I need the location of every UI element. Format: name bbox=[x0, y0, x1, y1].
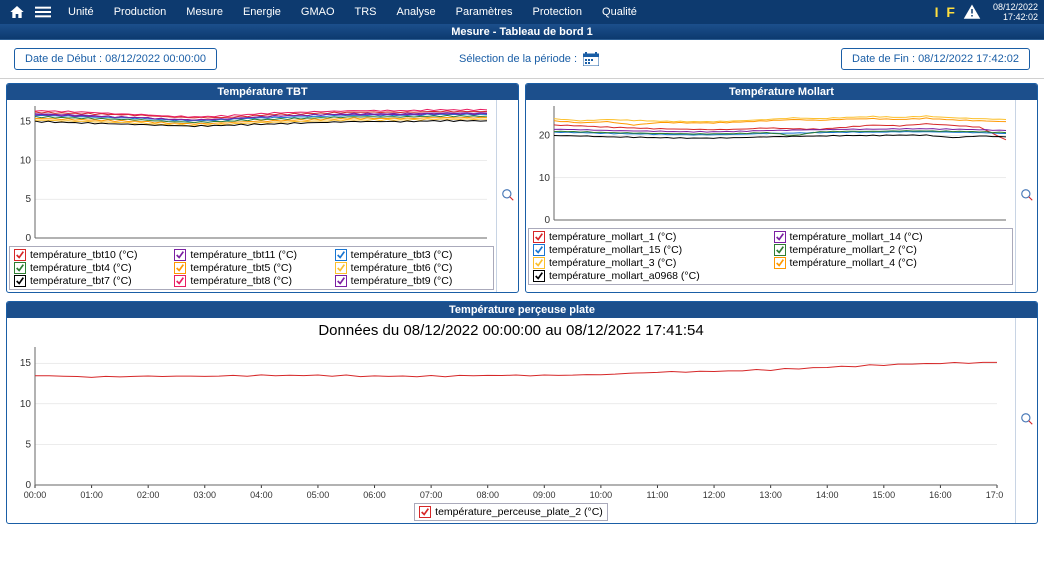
nav-item-trs[interactable]: TRS bbox=[345, 0, 387, 24]
legend-item[interactable]: température_mollart_14 (°C) bbox=[774, 231, 1009, 243]
svg-text:01:00: 01:00 bbox=[80, 490, 103, 500]
start-date-pill[interactable]: Date de Début : 08/12/2022 00:00:00 bbox=[14, 48, 217, 70]
chart-panel-mollart: Température Mollart 0 10 20 température_mo… bbox=[525, 83, 1038, 293]
chart-legend-mollart: température_mollart_1 (°C)température_mo… bbox=[528, 228, 1013, 285]
zoom-icon[interactable] bbox=[1020, 412, 1034, 429]
svg-text:20: 20 bbox=[539, 131, 551, 142]
svg-text:10: 10 bbox=[20, 399, 32, 410]
svg-text:02:00: 02:00 bbox=[137, 490, 160, 500]
chart-title-perc: Température perçeuse plate bbox=[7, 302, 1037, 318]
svg-text:11:00: 11:00 bbox=[647, 490, 669, 500]
svg-text:04:00: 04:00 bbox=[250, 490, 273, 500]
legend-item[interactable]: température_tbt4 (°C) bbox=[14, 262, 168, 274]
svg-text:16:00: 16:00 bbox=[929, 490, 952, 500]
svg-text:15: 15 bbox=[20, 117, 32, 128]
legend-item[interactable]: température_tbt5 (°C) bbox=[174, 262, 328, 274]
legend-item[interactable]: température_mollart_3 (°C) bbox=[533, 257, 768, 269]
svg-text:14:00: 14:00 bbox=[816, 490, 839, 500]
svg-text:17:00: 17:00 bbox=[986, 490, 1003, 500]
legend-item[interactable]: température_mollart_1 (°C) bbox=[533, 231, 768, 243]
chart-title-mollart: Température Mollart bbox=[526, 84, 1037, 100]
menu-icon[interactable] bbox=[32, 1, 54, 23]
svg-text:5: 5 bbox=[25, 194, 31, 205]
nav-item-paramètres[interactable]: Paramètres bbox=[446, 0, 523, 24]
date-bar: Date de Début : 08/12/2022 00:00:00 Séle… bbox=[0, 40, 1044, 79]
chart-plot-tbt[interactable]: 0 5 10 15 bbox=[7, 100, 493, 244]
nav-item-qualité[interactable]: Qualité bbox=[592, 0, 647, 24]
legend-item[interactable]: température_tbt9 (°C) bbox=[335, 275, 489, 287]
svg-text:05:00: 05:00 bbox=[307, 490, 330, 500]
legend-item[interactable]: température_tbt7 (°C) bbox=[14, 275, 168, 287]
legend-item[interactable]: température_tbt6 (°C) bbox=[335, 262, 489, 274]
legend-item[interactable]: température_tbt10 (°C) bbox=[14, 249, 168, 261]
nav-item-analyse[interactable]: Analyse bbox=[387, 0, 446, 24]
chart-legend-tbt: température_tbt10 (°C) température_tbt11 … bbox=[9, 246, 494, 290]
zoom-icon[interactable] bbox=[501, 188, 515, 205]
period-label: Sélection de la période : bbox=[459, 53, 577, 65]
svg-text:00:00: 00:00 bbox=[24, 490, 47, 500]
chart-subtitle-perc: Données du 08/12/2022 00:00:00 au 08/12/… bbox=[9, 318, 1013, 341]
nav-item-energie[interactable]: Energie bbox=[233, 0, 291, 24]
nav-item-mesure[interactable]: Mesure bbox=[176, 0, 233, 24]
calendar-icon[interactable] bbox=[583, 52, 599, 66]
clock: 08/12/2022 17:42:02 bbox=[993, 2, 1038, 22]
legend-item[interactable]: température_tbt8 (°C) bbox=[174, 275, 328, 287]
end-date-pill[interactable]: Date de Fin : 08/12/2022 17:42:02 bbox=[841, 48, 1030, 70]
legend-item[interactable]: température_mollart_15 (°C) bbox=[533, 244, 768, 256]
page-subtitle: Mesure - Tableau de bord 1 bbox=[0, 24, 1044, 40]
nav-item-production[interactable]: Production bbox=[104, 0, 177, 24]
svg-text:0: 0 bbox=[25, 233, 31, 244]
nav-item-protection[interactable]: Protection bbox=[523, 0, 593, 24]
chart-plot-mollart[interactable]: 0 10 20 bbox=[526, 100, 1012, 226]
svg-text:09:00: 09:00 bbox=[533, 490, 556, 500]
svg-text:15:00: 15:00 bbox=[873, 490, 896, 500]
nav: UnitéProductionMesureEnergieGMAOTRSAnaly… bbox=[58, 0, 935, 24]
chart-title-tbt: Température TBT bbox=[7, 84, 518, 100]
svg-text:5: 5 bbox=[25, 439, 31, 450]
legend-item[interactable]: température_tbt11 (°C) bbox=[174, 249, 328, 261]
svg-text:12:00: 12:00 bbox=[703, 490, 726, 500]
chart-panel-perc: Température perçeuse plate Données du 08… bbox=[6, 301, 1038, 524]
svg-text:07:00: 07:00 bbox=[420, 490, 443, 500]
legend-item[interactable]: température_tbt3 (°C) bbox=[335, 249, 489, 261]
zoom-icon[interactable] bbox=[1020, 188, 1034, 205]
svg-text:15: 15 bbox=[20, 358, 32, 369]
home-icon[interactable] bbox=[6, 1, 28, 23]
svg-text:10: 10 bbox=[20, 155, 32, 166]
legend-item[interactable]: température_mollart_a0968 (°C) bbox=[533, 270, 768, 282]
topbar: UnitéProductionMesureEnergieGMAOTRSAnaly… bbox=[0, 0, 1044, 24]
nav-item-gmao[interactable]: GMAO bbox=[291, 0, 345, 24]
svg-text:03:00: 03:00 bbox=[193, 490, 216, 500]
chart-legend-perc: température_perceuse_plate_2 (°C) bbox=[414, 503, 608, 521]
svg-text:0: 0 bbox=[544, 215, 550, 226]
svg-text:10:00: 10:00 bbox=[590, 490, 613, 500]
svg-text:08:00: 08:00 bbox=[476, 490, 499, 500]
warning-icon[interactable] bbox=[963, 3, 981, 21]
svg-text:06:00: 06:00 bbox=[363, 490, 386, 500]
chart-plot-perc[interactable]: 05101500:0001:0002:0003:0004:0005:0006:0… bbox=[7, 341, 1003, 501]
legend-item[interactable]: température_mollart_4 (°C) bbox=[774, 257, 1009, 269]
svg-text:13:00: 13:00 bbox=[759, 490, 782, 500]
nav-item-unité[interactable]: Unité bbox=[58, 0, 104, 24]
chart-panel-tbt: Température TBT 0 5 10 15 température_tbt10… bbox=[6, 83, 519, 293]
legend-item[interactable]: température_mollart_2 (°C) bbox=[774, 244, 1009, 256]
if-indicator: I F bbox=[935, 4, 957, 20]
svg-text:10: 10 bbox=[539, 173, 551, 184]
legend-item[interactable]: température_perceuse_plate_2 (°C) bbox=[419, 506, 603, 518]
